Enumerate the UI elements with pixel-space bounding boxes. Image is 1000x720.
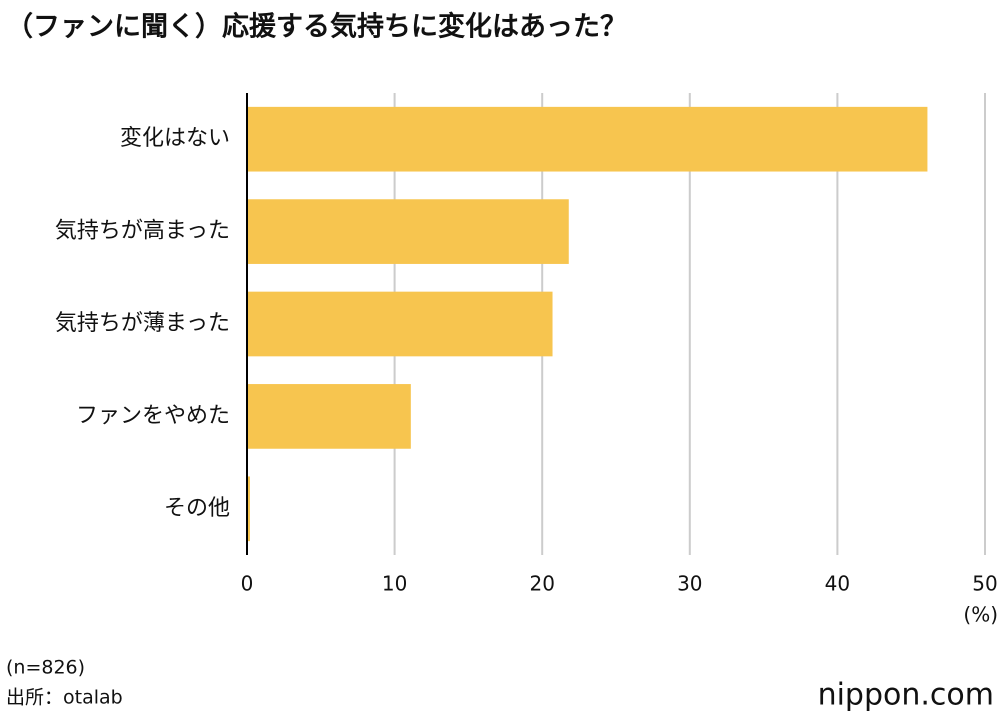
x-tick-label: 20 — [529, 572, 554, 596]
note: (n=826) — [6, 657, 85, 679]
x-unit: (%) — [963, 603, 998, 627]
logo: nippon.com — [818, 678, 994, 713]
y-tick-label: ファンをやめた — [76, 403, 230, 428]
y-tick-label: 気持ちが薄まった — [55, 311, 230, 336]
chart-title: （ファンに聞く）応援する気持ちに変化はあった？ — [6, 11, 627, 43]
x-tick-label: 40 — [825, 572, 850, 596]
bar — [247, 199, 569, 264]
y-tick-label: その他 — [164, 496, 230, 521]
bar — [247, 291, 553, 357]
bar — [247, 476, 250, 542]
y-tick-label: 気持ちが高まった — [55, 219, 230, 244]
bar — [247, 106, 928, 172]
x-tick-label: 0 — [241, 572, 254, 596]
bar — [247, 384, 411, 449]
x-tick-label: 50 — [972, 572, 997, 596]
x-tick-label: 30 — [677, 572, 702, 596]
source: 出所：otalab — [6, 687, 123, 709]
x-tick-label: 10 — [382, 572, 407, 596]
y-tick-label: 変化はない — [120, 126, 230, 151]
